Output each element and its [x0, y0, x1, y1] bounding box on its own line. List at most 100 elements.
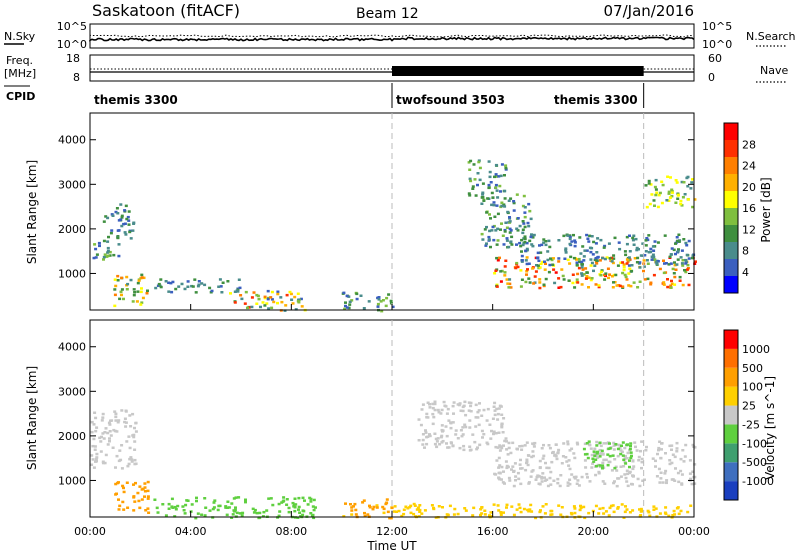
heatmap-cell: [639, 254, 643, 257]
heatmap-cell: [677, 248, 680, 251]
heatmap-cell: [512, 484, 516, 488]
heatmap-cell: [300, 305, 304, 308]
heatmap-cell: [621, 261, 625, 264]
heatmap-cell: [143, 486, 147, 489]
heatmap-cell: [186, 499, 190, 502]
heatmap-cell: [656, 241, 660, 244]
heatmap-cell: [525, 461, 528, 465]
heatmap-cell: [246, 306, 249, 310]
heatmap-cell: [493, 401, 497, 405]
heatmap-cell: [167, 507, 171, 510]
heatmap-cell: [471, 185, 475, 188]
heatmap-cell: [581, 268, 585, 271]
heatmap-cell: [368, 506, 372, 509]
heatmap-cell: [385, 498, 389, 501]
heatmap-cell: [95, 456, 99, 459]
heatmap-cell: [226, 506, 229, 509]
heatmap-cell: [562, 278, 566, 281]
heatmap-cell: [617, 443, 621, 447]
heatmap-cell: [628, 511, 632, 514]
heatmap-cell: [99, 450, 103, 453]
heatmap-cell: [132, 435, 136, 439]
heatmap-cell: [658, 191, 662, 195]
heatmap-cell: [474, 416, 478, 419]
heatmap-cell: [529, 503, 533, 507]
heatmap-cell: [375, 504, 379, 507]
heatmap-cell: [485, 441, 489, 444]
heatmap-cell: [421, 403, 425, 406]
heatmap-cell: [500, 204, 504, 208]
heatmap-cell: [670, 191, 674, 194]
heatmap-cell: [115, 492, 118, 495]
heatmap-cell: [659, 477, 663, 480]
heatmap-cell: [140, 301, 144, 304]
heatmap-cell: [515, 508, 519, 511]
heatmap-cell: [628, 267, 632, 270]
heatmap-cell: [656, 205, 660, 209]
heatmap-cell: [253, 508, 257, 512]
heatmap-cell: [504, 221, 508, 224]
heatmap-cell: [494, 445, 498, 449]
heatmap-cell: [606, 267, 610, 270]
heatmap-cell: [266, 289, 270, 293]
heatmap-cell: [586, 476, 589, 479]
heatmap-cell: [146, 507, 150, 510]
heatmap-cell: [197, 283, 201, 286]
heatmap-cell: [636, 477, 640, 481]
heatmap-cell: [572, 233, 575, 237]
heatmap-cell: [515, 227, 519, 230]
heatmap-cell: [134, 481, 137, 485]
heatmap-cell: [684, 260, 688, 264]
heatmap-cell: [627, 284, 631, 287]
heatmap-cell: [686, 267, 690, 270]
heatmap-cell: [569, 511, 573, 515]
heatmap-cell: [570, 473, 574, 476]
heatmap-cell: [608, 447, 612, 450]
heatmap-cell: [113, 293, 117, 297]
heatmap-cell: [133, 440, 137, 443]
heatmap-cell: [508, 231, 512, 234]
heatmap-cell: [610, 260, 614, 263]
heatmap-cell: [534, 270, 538, 273]
heatmap-cell: [505, 278, 509, 281]
heatmap-cell: [502, 444, 505, 447]
heatmap-cell: [495, 256, 499, 260]
cpid-mode-label: twofsound 3503: [396, 93, 505, 107]
heatmap-cell: [259, 305, 262, 309]
heatmap-cell: [132, 496, 136, 499]
heatmap-cell: [269, 497, 273, 500]
heatmap-cell: [613, 480, 616, 483]
heatmap-cell: [620, 444, 623, 447]
heatmap-cell: [211, 507, 215, 511]
heatmap-cell: [156, 511, 160, 514]
heatmap-cell: [120, 467, 124, 470]
heatmap-cell: [496, 504, 500, 507]
heatmap-cell: [594, 473, 598, 477]
heatmap-cell: [400, 514, 404, 518]
heatmap-cell: [664, 262, 668, 265]
heatmap-cell: [90, 454, 94, 457]
heatmap-cell: [652, 505, 656, 508]
heatmap-cell: [612, 510, 616, 514]
heatmap-cell: [505, 503, 509, 507]
heatmap-cell: [344, 304, 347, 308]
heatmap-cell: [132, 483, 135, 486]
heatmap-cell: [193, 278, 197, 281]
heatmap-cell: [603, 244, 607, 248]
heatmap-cell: [532, 445, 536, 448]
heatmap-cell: [494, 432, 498, 435]
heatmap-cell: [418, 510, 422, 513]
heatmap-cell: [556, 477, 560, 481]
heatmap-cell: [613, 281, 617, 284]
heatmap-cell: [124, 204, 128, 208]
heatmap-cell: [540, 243, 544, 247]
heatmap-cell: [559, 474, 563, 477]
heatmap-cell: [686, 185, 690, 188]
heatmap-cell: [93, 411, 97, 414]
heatmap-cell: [625, 258, 629, 261]
time-tick-label: 16:00: [477, 525, 509, 538]
heatmap-cell: [646, 277, 650, 281]
heatmap-cell: [610, 275, 614, 278]
heatmap-cell: [502, 511, 505, 514]
